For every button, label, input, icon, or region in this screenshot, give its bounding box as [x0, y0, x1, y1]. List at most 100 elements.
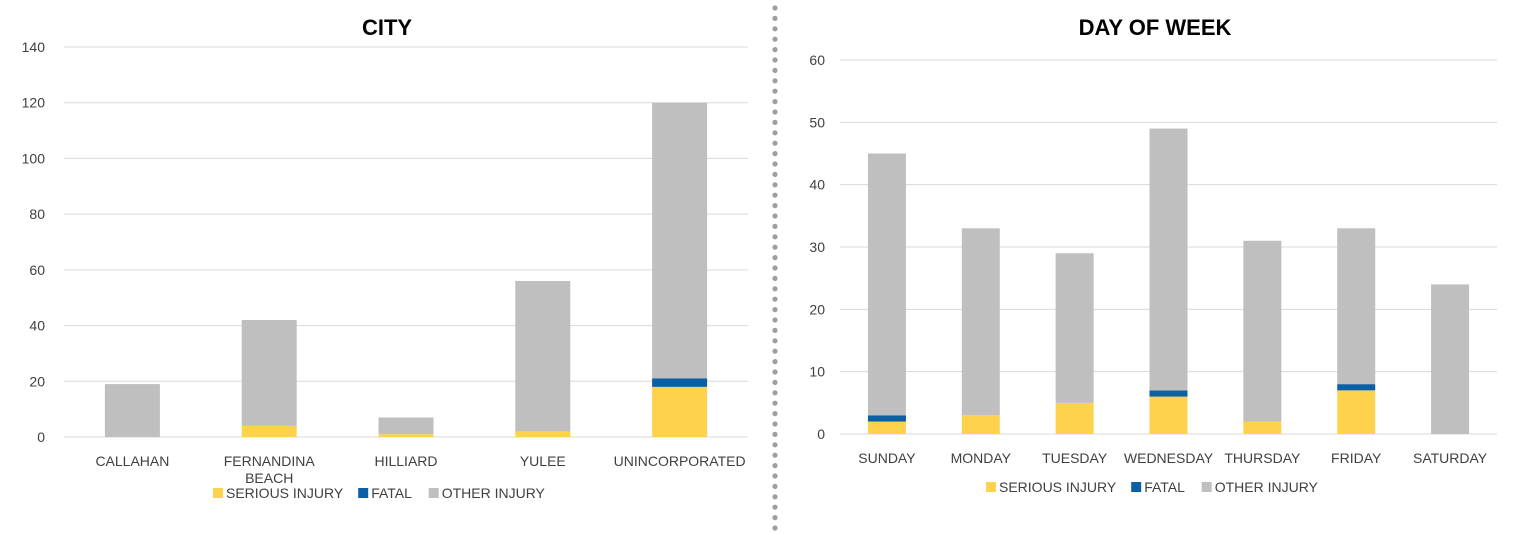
- divider-dot: [772, 161, 778, 167]
- divider-dot: [772, 130, 778, 136]
- bar-other-injury-thursday: [1243, 240, 1282, 422]
- divider-dot: [772, 234, 778, 240]
- divider-dot: [772, 67, 778, 73]
- divider-dot: [772, 78, 778, 84]
- divider-dot: [772, 504, 778, 510]
- legend-label: FATAL: [371, 485, 412, 501]
- divider-dot: [772, 140, 778, 146]
- divider-dot: [772, 255, 778, 261]
- legend-label: FATAL: [1144, 479, 1185, 495]
- divider-dot: [772, 359, 778, 365]
- legend-swatch-other-injury: [1201, 482, 1212, 492]
- legend-swatch-other-injury: [428, 488, 439, 498]
- divider-dot: [772, 327, 778, 333]
- divider-dot: [772, 390, 778, 396]
- day-of-week-chart: DAY OF WEEK 0 10 20 30 40 50 60 SUNDAY MONDAY TUES…: [809, 15, 1497, 495]
- bar-serious-injury-sunday: [867, 421, 906, 434]
- divider-dot: [772, 525, 778, 531]
- bar-serious-injury-fernandina-beach: [241, 425, 297, 437]
- bar-other-injury-fernandina-beach: [241, 320, 297, 426]
- y-tick-label: 80: [29, 206, 45, 222]
- divider-dot: [772, 411, 778, 417]
- divider-dot: [772, 223, 778, 229]
- legend-swatch-fatal: [1131, 482, 1142, 492]
- y-tick-label: 0: [817, 426, 825, 442]
- divider-dot: [772, 369, 778, 375]
- legend-swatch-serious-injury: [986, 482, 996, 492]
- bar-other-injury-monday: [961, 228, 1000, 416]
- divider-dot: [772, 473, 778, 479]
- legend-label: OTHER INJURY: [442, 485, 546, 501]
- chart-title: CITY: [362, 15, 412, 40]
- divider-dot: [772, 442, 778, 448]
- bar-serious-injury-unincorporated: [652, 386, 708, 437]
- city-chart: CITY 0 20 40 60 80 100 120 140 CALLAHAN FERNANDINA…: [22, 15, 748, 501]
- divider-dot: [772, 47, 778, 53]
- x-category-label: MONDAY: [951, 450, 1012, 466]
- divider-dot: [772, 307, 778, 313]
- bar-other-injury-tuesday: [1055, 253, 1094, 403]
- legend-label: SERIOUS INJURY: [999, 479, 1117, 495]
- divider-dot: [772, 452, 778, 458]
- divider-dot: [772, 338, 778, 344]
- bar-serious-injury-hilliard: [378, 434, 434, 437]
- bar-other-injury-wednesday: [1149, 128, 1188, 391]
- divider-dot: [772, 203, 778, 209]
- divider-dot: [772, 151, 778, 157]
- divider-dot: [772, 421, 778, 427]
- y-tick-label: 10: [809, 364, 825, 380]
- y-tick-label: 60: [809, 52, 825, 68]
- divider-dot: [772, 286, 778, 292]
- legend-swatch-serious-injury: [213, 488, 223, 498]
- bar-fatal-wednesday: [1149, 390, 1188, 397]
- divider-dot: [772, 348, 778, 354]
- divider-dot: [772, 171, 778, 177]
- x-category-label: HILLIARD: [374, 453, 437, 469]
- legend: SERIOUS INJURY FATAL OTHER INJURY: [986, 479, 1319, 495]
- bar-serious-injury-wednesday: [1149, 396, 1188, 434]
- legend-swatch-fatal: [358, 488, 369, 498]
- bar-other-injury-saturday: [1431, 284, 1470, 434]
- divider-dot: [772, 244, 778, 250]
- x-category-label: TUESDAY: [1042, 450, 1108, 466]
- bar-serious-injury-yulee: [515, 431, 571, 437]
- x-category-label: CALLAHAN: [95, 453, 169, 469]
- divider-dot: [772, 296, 778, 302]
- bar-other-injury-callahan: [104, 384, 160, 437]
- divider-dot: [772, 379, 778, 385]
- bar-fatal-sunday: [867, 415, 906, 422]
- bar-serious-injury-friday: [1337, 390, 1376, 434]
- y-tick-label: 40: [29, 318, 45, 334]
- divider-dot: [772, 119, 778, 125]
- y-tick-label: 20: [809, 301, 825, 317]
- divider-dot: [772, 463, 778, 469]
- x-category-label: UNINCORPORATED: [614, 453, 746, 469]
- x-category-label: FRIDAY: [1331, 450, 1382, 466]
- legend-label: SERIOUS INJURY: [226, 485, 344, 501]
- x-category-label: WEDNESDAY: [1124, 450, 1214, 466]
- y-tick-label: 140: [22, 39, 46, 55]
- divider-dot: [772, 99, 778, 105]
- y-tick-label: 30: [809, 239, 825, 255]
- divider-dot: [772, 431, 778, 437]
- bar-other-injury-hilliard: [378, 417, 434, 435]
- divider-dot: [772, 15, 778, 21]
- x-category-label: SUNDAY: [858, 450, 916, 466]
- y-tick-label: 100: [22, 150, 46, 166]
- divider-dot: [772, 182, 778, 188]
- divider-dot: [772, 36, 778, 42]
- divider-dot: [772, 317, 778, 323]
- x-category-label: YULEE: [520, 453, 566, 469]
- bar-other-injury-unincorporated: [652, 102, 708, 379]
- bar-serious-injury-thursday: [1243, 421, 1282, 434]
- divider-dot: [772, 275, 778, 281]
- divider-dot: [772, 5, 778, 11]
- divider-dot: [772, 515, 778, 521]
- y-tick-label: 40: [809, 177, 825, 193]
- divider-dot: [772, 213, 778, 219]
- divider-dot: [772, 265, 778, 271]
- legend-label: OTHER INJURY: [1215, 479, 1319, 495]
- y-tick-label: 120: [22, 95, 46, 111]
- y-tick-label: 50: [809, 114, 825, 130]
